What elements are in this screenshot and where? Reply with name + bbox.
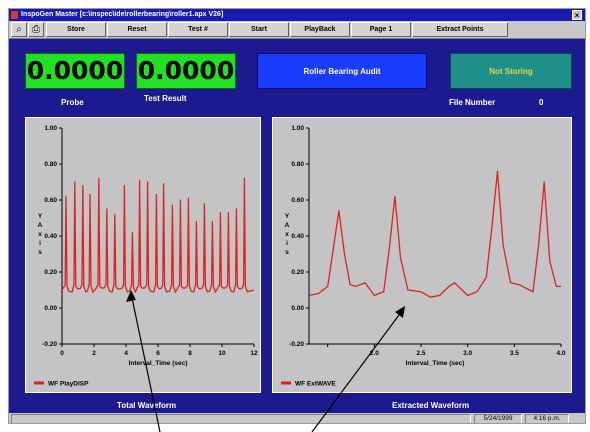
extracted-waveform-title: Extracted Waveform [392, 401, 470, 410]
title-bar[interactable]: InspoGen Master [c:\inspec\ide\rollerbea… [9, 9, 585, 21]
x-tick-label: 4.0 [556, 350, 565, 357]
close-button[interactable]: × [572, 10, 582, 20]
x-tick-label: 8 [188, 350, 192, 357]
x-tick-label: 12 [250, 350, 258, 357]
legend-entry: WF PlayDISP [48, 381, 89, 388]
x-tick-label: 3.0 [463, 350, 472, 357]
status-time: 4:16 p.m. [525, 414, 569, 423]
test-result-label: Test Result [144, 94, 187, 103]
status-message-cell [11, 414, 471, 423]
x-tick-label: 3.5 [510, 350, 519, 357]
total-waveform-plot: 1.00 0.80 0.60 0.40 0.20 0.00 -0.200 2 4 6 8 10 12 In… [34, 125, 258, 388]
legend-entry: WF ExtWAVE [295, 381, 336, 388]
waveform-series-line [308, 170, 561, 298]
y-tick-label: 0.60 [44, 197, 57, 204]
file-number-value: 0 [539, 98, 544, 107]
playback-button[interactable]: PlayBack [290, 22, 350, 37]
y-tick-label: -0.20 [42, 341, 57, 348]
probe-display: 0.0000 [25, 53, 125, 89]
y-tick-label: 1.00 [44, 125, 57, 132]
status-date: 5/24/1999 [474, 414, 522, 423]
x-tick-label: 2 [92, 350, 96, 357]
y-tick-label: 0.40 [44, 233, 57, 240]
y-tick-label: 0.40 [291, 233, 304, 240]
x-axis-label: Interval_Time (sec) [129, 360, 188, 367]
x-tick-label: 2.0 [370, 350, 379, 357]
total-waveform-chart: 1.00 0.80 0.60 0.40 0.20 0.00 -0.20 0 2 4 6 8 10 12 In… [25, 117, 261, 393]
x-axis-label: Interval_Time (sec) [406, 360, 465, 367]
start-button[interactable]: Start [229, 22, 289, 37]
window-title: InspoGen Master [c:\inspec\ide\rollerbea… [21, 11, 224, 18]
y-tick-label: 0.00 [291, 305, 304, 312]
y-tick-label: 0.80 [44, 161, 57, 168]
y-tick-label: -0.20 [289, 341, 304, 348]
storage-status-indicator: Not Storing [450, 53, 572, 89]
y-tick-label: 0.20 [44, 269, 57, 276]
y-tick-label: 0.20 [291, 269, 304, 276]
y-tick-label: 0.00 [44, 305, 57, 312]
extracted-waveform-chart: 1.00 0.80 0.60 0.40 0.20 0.00 -0.20 2.0 2.5 3.0 3.… [272, 117, 572, 393]
extract-points-button[interactable]: Extract Points [412, 22, 508, 37]
store-button[interactable]: Store [46, 22, 106, 37]
y-tick-label: 0.60 [291, 197, 304, 204]
x-tick-label: 2.5 [416, 350, 425, 357]
test-result-display: 0.0000 [136, 53, 236, 89]
x-tick-label: 0 [60, 350, 64, 357]
printer-icon[interactable]: ⎙ [28, 22, 44, 37]
total-waveform-title: Total Waveform [117, 401, 177, 410]
test-number-button[interactable]: Test # [168, 22, 228, 37]
file-number-label: File Number [449, 98, 496, 107]
probe-label: Probe [61, 98, 84, 107]
application-window: InspoGen Master [c:\inspec\ide\rollerbea… [8, 8, 586, 424]
status-bar: 5/24/1999 4:16 p.m. [9, 413, 585, 423]
search-icon[interactable]: ⌕ [11, 22, 27, 37]
roller-bearing-audit-banner: Roller Bearing Audit [257, 53, 427, 89]
extracted-waveform-plot: 1.00 0.80 0.60 0.40 0.20 0.00 -0.20 2.0 2.5 3.0 3.… [281, 125, 566, 388]
x-tick-label: 6 [156, 350, 160, 357]
app-icon [11, 11, 18, 19]
reset-button[interactable]: Reset [107, 22, 167, 37]
page-1-button[interactable]: Page 1 [351, 22, 411, 37]
waveform-series-line [61, 177, 255, 293]
x-tick-label: 10 [218, 350, 226, 357]
y-tick-label: 0.80 [291, 161, 304, 168]
toolbar: ⌕ ⎙ Store Reset Test # Start PlayBack Pa… [9, 21, 585, 39]
x-tick-label: 4 [124, 350, 128, 357]
y-tick-label: 1.00 [291, 125, 304, 132]
